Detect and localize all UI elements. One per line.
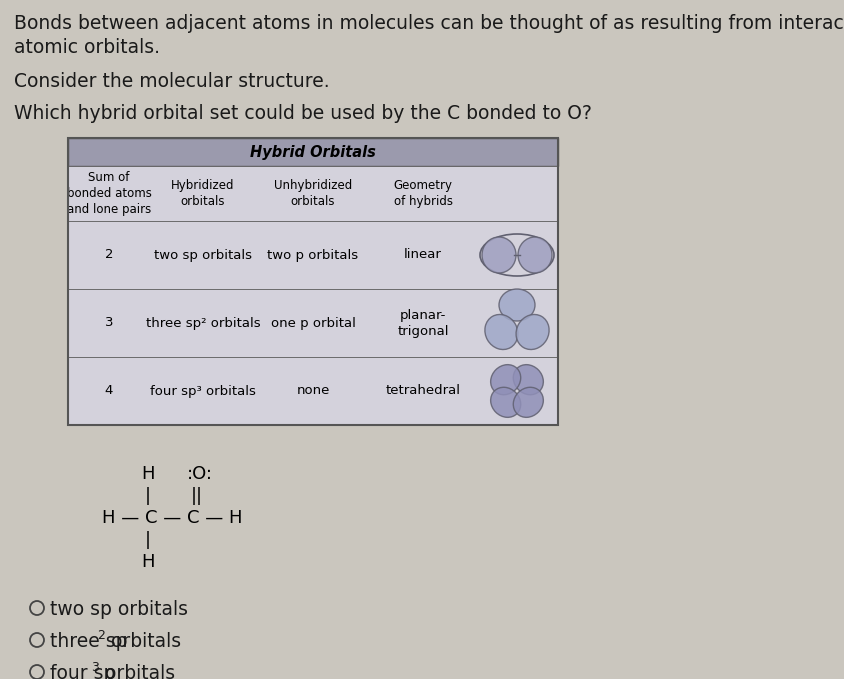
Text: tetrahedral: tetrahedral [386, 384, 461, 397]
Text: :O:: :O: [187, 465, 213, 483]
Text: orbitals: orbitals [99, 664, 175, 679]
Bar [68, 357, 558, 425]
Ellipse shape [518, 237, 552, 273]
Text: 3: 3 [91, 661, 99, 674]
Bar [68, 289, 558, 357]
Text: two p orbitals: two p orbitals [268, 249, 359, 261]
Ellipse shape [513, 365, 544, 394]
Text: two sp orbitals: two sp orbitals [50, 600, 188, 619]
Text: Bonds between adjacent atoms in molecules can be thought of as resulting from in: Bonds between adjacent atoms in molecule… [14, 14, 844, 33]
Bar [68, 138, 558, 166]
Text: 2: 2 [105, 249, 113, 261]
Ellipse shape [482, 237, 516, 273]
Text: orbitals: orbitals [105, 632, 181, 651]
Text: Hybrid Orbitals: Hybrid Orbitals [250, 145, 376, 160]
Ellipse shape [485, 314, 518, 350]
Ellipse shape [516, 314, 549, 350]
Text: one p orbital: one p orbital [271, 316, 355, 329]
Text: 4: 4 [105, 384, 113, 397]
Text: none: none [296, 384, 330, 397]
Ellipse shape [513, 387, 544, 418]
Bar [68, 166, 558, 221]
Ellipse shape [499, 289, 535, 321]
Text: four sp³ orbitals: four sp³ orbitals [150, 384, 256, 397]
Text: Sum of
bonded atoms
and lone pairs: Sum of bonded atoms and lone pairs [67, 171, 151, 216]
Text: |: | [145, 531, 151, 549]
Text: H: H [141, 553, 154, 571]
Bar [68, 138, 558, 425]
Text: |: | [145, 487, 151, 505]
Text: ||: || [191, 487, 203, 505]
Text: planar-
trigonal: planar- trigonal [398, 308, 449, 337]
Text: 3: 3 [105, 316, 113, 329]
Text: Hybridized
orbitals: Hybridized orbitals [171, 179, 235, 208]
Text: Unhybridized
orbitals: Unhybridized orbitals [273, 179, 352, 208]
Text: three sp: three sp [50, 632, 127, 651]
Bar [68, 221, 558, 289]
Text: Consider the molecular structure.: Consider the molecular structure. [14, 72, 330, 91]
Text: H: H [141, 465, 154, 483]
Text: atomic orbitals.: atomic orbitals. [14, 38, 160, 57]
Ellipse shape [490, 365, 521, 394]
Ellipse shape [490, 387, 521, 418]
Text: 2: 2 [97, 629, 105, 642]
Text: Which hybrid orbital set could be used by the C bonded to O?: Which hybrid orbital set could be used b… [14, 104, 592, 123]
Text: H — C — C — H: H — C — C — H [102, 509, 242, 527]
Text: four sp: four sp [50, 664, 116, 679]
Text: two sp orbitals: two sp orbitals [154, 249, 252, 261]
Text: linear: linear [404, 249, 442, 261]
Text: Geometry
of hybrids: Geometry of hybrids [393, 179, 452, 208]
Text: three sp² orbitals: three sp² orbitals [146, 316, 260, 329]
